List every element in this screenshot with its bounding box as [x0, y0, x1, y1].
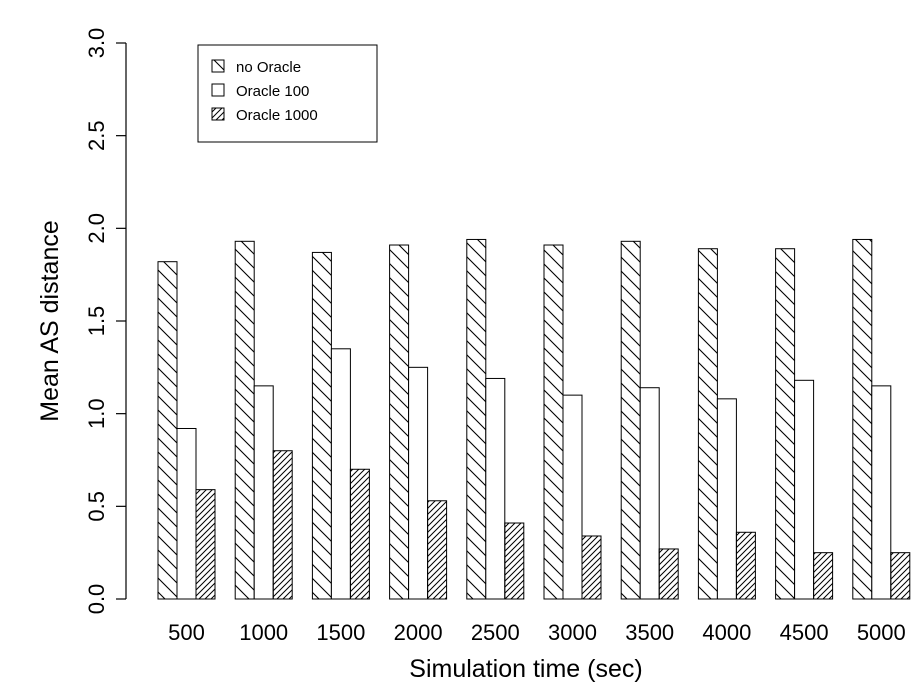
bar-oracle-1000 — [581, 535, 602, 600]
legend-swatch-no-oracle — [211, 59, 225, 73]
x-tick-label: 2000 — [394, 620, 443, 645]
x-tick-label: 4500 — [780, 620, 829, 645]
y-tick-label: 0.0 — [84, 584, 109, 615]
bar-oracle-100 — [408, 366, 429, 600]
bar-oracle-100 — [485, 377, 506, 600]
bar-oracle-100 — [716, 398, 737, 600]
x-tick-label: 3500 — [625, 620, 674, 645]
x-tick-labels: 500 1000 1500 2000 2500 3000 3500 4000 4500 5000 — [168, 620, 906, 645]
bar-oracle-1000 — [658, 548, 679, 600]
x-tick-label: 1000 — [239, 620, 288, 645]
bar-oracle-1000 — [890, 552, 911, 600]
y-axis: 0.0 0.5 1.0 1.5 2.0 2.5 3.0 Mean AS distance — [36, 28, 127, 615]
bar-oracle-1000 — [427, 500, 448, 600]
x-tick-label: 500 — [168, 620, 205, 645]
y-tick-label: 3.0 — [84, 28, 109, 59]
bar-oracle-1000 — [735, 531, 756, 600]
x-axis-label: Simulation time (sec) — [409, 655, 642, 683]
x-tick-label: 3000 — [548, 620, 597, 645]
bar-oracle-100 — [330, 348, 351, 600]
y-axis-label: Mean AS distance — [36, 220, 64, 422]
bar-oracle-100 — [253, 385, 274, 600]
bar-oracle-100 — [639, 387, 660, 600]
legend-item-no-oracle: no Oracle — [211, 59, 301, 76]
bar-no-oracle — [697, 248, 718, 600]
bar-oracle-1000 — [272, 450, 293, 600]
bar-no-oracle — [234, 240, 255, 600]
y-tick-label: 2.0 — [84, 213, 109, 244]
bar-no-oracle — [389, 244, 410, 600]
bar-oracle-100 — [794, 379, 815, 600]
bar-oracle-1000 — [813, 552, 834, 600]
bar-oracle-1000 — [349, 468, 370, 600]
x-tick-label: 1500 — [316, 620, 365, 645]
y-ticks: 0.0 0.5 1.0 1.5 2.0 2.5 3.0 — [84, 28, 126, 615]
bar-no-oracle — [311, 251, 332, 600]
y-tick-label: 1.5 — [84, 306, 109, 337]
bar-no-oracle — [466, 238, 487, 600]
x-tick-label: 2500 — [471, 620, 520, 645]
legend-swatch-oracle-1000 — [211, 107, 225, 121]
legend: no Oracle Oracle 100 Oracle 1000 — [197, 44, 378, 143]
bar-oracle-1000 — [195, 489, 216, 600]
y-tick-label: 1.0 — [84, 398, 109, 429]
bar-no-oracle — [157, 261, 178, 600]
legend-label-oracle-100: Oracle 100 — [236, 83, 309, 100]
x-tick-label: 5000 — [857, 620, 906, 645]
bar-oracle-100 — [176, 427, 197, 600]
legend-label-no-oracle: no Oracle — [236, 59, 301, 76]
bar-oracle-100 — [871, 385, 892, 600]
bar-no-oracle — [620, 240, 641, 600]
bars — [157, 238, 911, 600]
bar-no-oracle — [775, 248, 796, 600]
legend-box — [197, 44, 378, 143]
x-tick-label: 4000 — [702, 620, 751, 645]
y-tick-label: 0.5 — [84, 491, 109, 522]
legend-swatch-oracle-100 — [211, 83, 225, 97]
bar-no-oracle — [543, 244, 564, 600]
legend-item-oracle-100: Oracle 100 — [211, 83, 309, 100]
legend-item-oracle-1000: Oracle 1000 — [211, 107, 318, 124]
bar-no-oracle — [852, 238, 873, 600]
y-tick-label: 2.5 — [84, 120, 109, 151]
bar-oracle-100 — [562, 394, 583, 600]
bar-oracle-1000 — [504, 522, 525, 600]
legend-label-oracle-1000: Oracle 1000 — [236, 107, 318, 124]
